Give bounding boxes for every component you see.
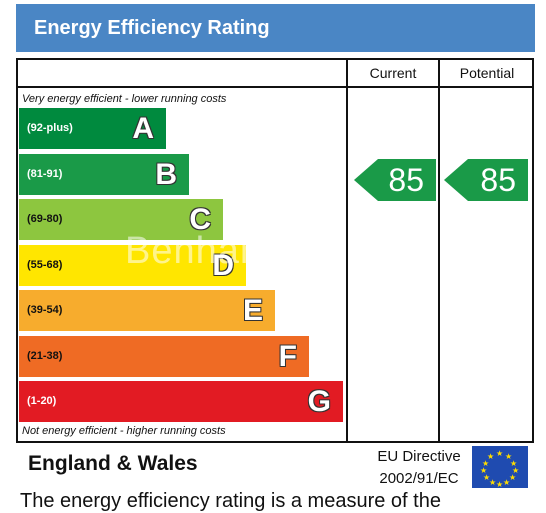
description-text: The energy efficiency rating is a measur…	[20, 490, 441, 512]
band-letter: C	[189, 203, 211, 236]
inefficient-note: Not energy efficient - higher running co…	[22, 425, 226, 437]
band-e: (39-54) E	[19, 290, 275, 331]
rating-table	[16, 58, 534, 443]
band-b: (81-91) B	[19, 154, 189, 195]
efficient-note: Very energy efficient - lower running co…	[22, 93, 227, 105]
current-rating-value: 85	[388, 162, 424, 198]
column-divider	[346, 58, 348, 443]
band-f: (21-38) F	[19, 336, 309, 377]
header-divider	[16, 86, 534, 88]
band-g: (1-20) G	[19, 381, 343, 422]
directive-line2: 2002/91/EC	[379, 470, 459, 487]
band-d: (55-68) D	[19, 245, 246, 286]
band-letter: D	[212, 249, 234, 282]
band-letter: F	[278, 340, 297, 373]
column-divider	[438, 58, 440, 443]
band-letter: E	[242, 294, 263, 327]
band-range: (81-91)	[27, 168, 63, 180]
band-range: (1-20)	[27, 395, 57, 407]
band-range: (92-plus)	[27, 122, 73, 134]
directive-line1: EU Directive	[377, 448, 461, 465]
band-range: (69-80)	[27, 213, 63, 225]
band-range: (39-54)	[27, 304, 63, 316]
band-letter: G	[307, 385, 331, 418]
eu-flag-icon: ★ ★ ★ ★ ★ ★ ★ ★ ★ ★ ★ ★	[472, 446, 528, 489]
band-range: (21-38)	[27, 350, 63, 362]
watermark: Benham	[125, 230, 273, 272]
band-c: (69-80) C	[19, 199, 223, 240]
band-letter: B	[155, 158, 177, 191]
potential-column-header: Potential	[459, 65, 515, 81]
band-letter: A	[132, 112, 154, 145]
potential-rating-value: 85	[480, 162, 516, 198]
band-a: (92-plus) A	[19, 108, 166, 149]
band-range: (55-68)	[27, 259, 63, 271]
region-label: England & Wales	[28, 452, 198, 475]
rating-header: Energy Efficiency Rating	[16, 4, 535, 52]
current-column-header: Current	[369, 65, 417, 81]
rating-title: Energy Efficiency Rating	[34, 17, 270, 39]
